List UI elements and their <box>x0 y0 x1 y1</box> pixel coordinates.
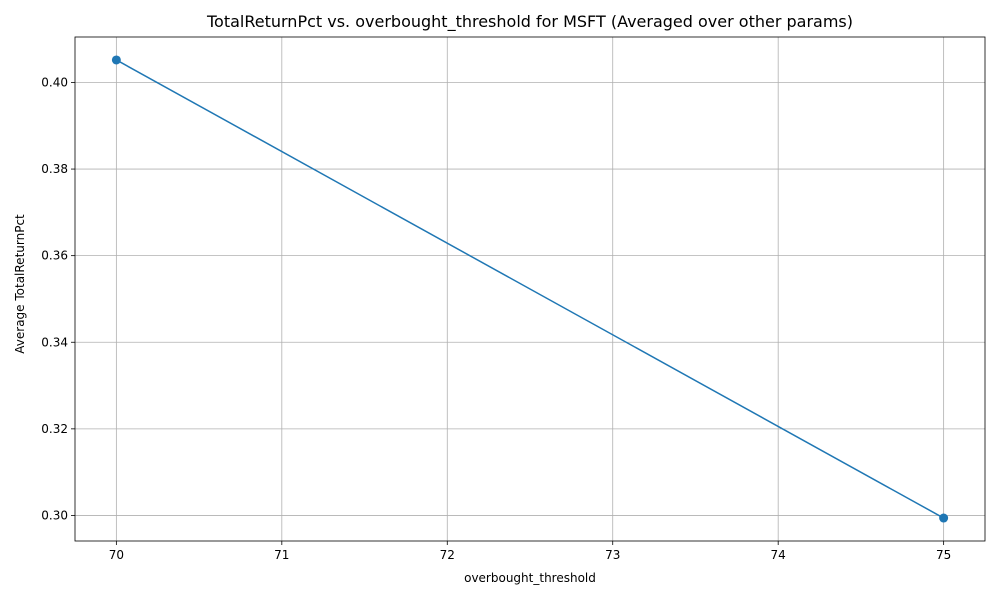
x-tick-label: 73 <box>605 548 620 562</box>
y-tick-label: 0.36 <box>41 249 68 263</box>
data-point <box>939 513 949 523</box>
y-tick-label: 0.34 <box>41 335 68 349</box>
x-tick-label: 71 <box>274 548 289 562</box>
data-point <box>111 55 121 65</box>
chart-title: TotalReturnPct vs. overbought_threshold … <box>206 12 853 32</box>
y-tick-label: 0.30 <box>41 508 68 522</box>
series-line <box>116 59 944 519</box>
y-tick-label: 0.38 <box>41 162 68 176</box>
series-layer <box>111 55 949 523</box>
y-axis-label: Average TotalReturnPct <box>13 214 27 354</box>
x-tick-label: 75 <box>936 548 951 562</box>
y-tick-label: 0.40 <box>41 75 68 89</box>
ticks: 70 71 72 73 74 75 0.30 0.32 0.34 0.36 0.38 0.40 <box>41 75 951 562</box>
y-tick-label: 0.32 <box>41 422 68 436</box>
x-tick-label: 70 <box>109 548 124 562</box>
plot-frame <box>74 36 986 542</box>
x-tick-label: 72 <box>440 548 455 562</box>
x-tick-label: 74 <box>771 548 786 562</box>
grid <box>75 37 985 541</box>
x-axis-label: overbought_threshold <box>464 571 596 585</box>
